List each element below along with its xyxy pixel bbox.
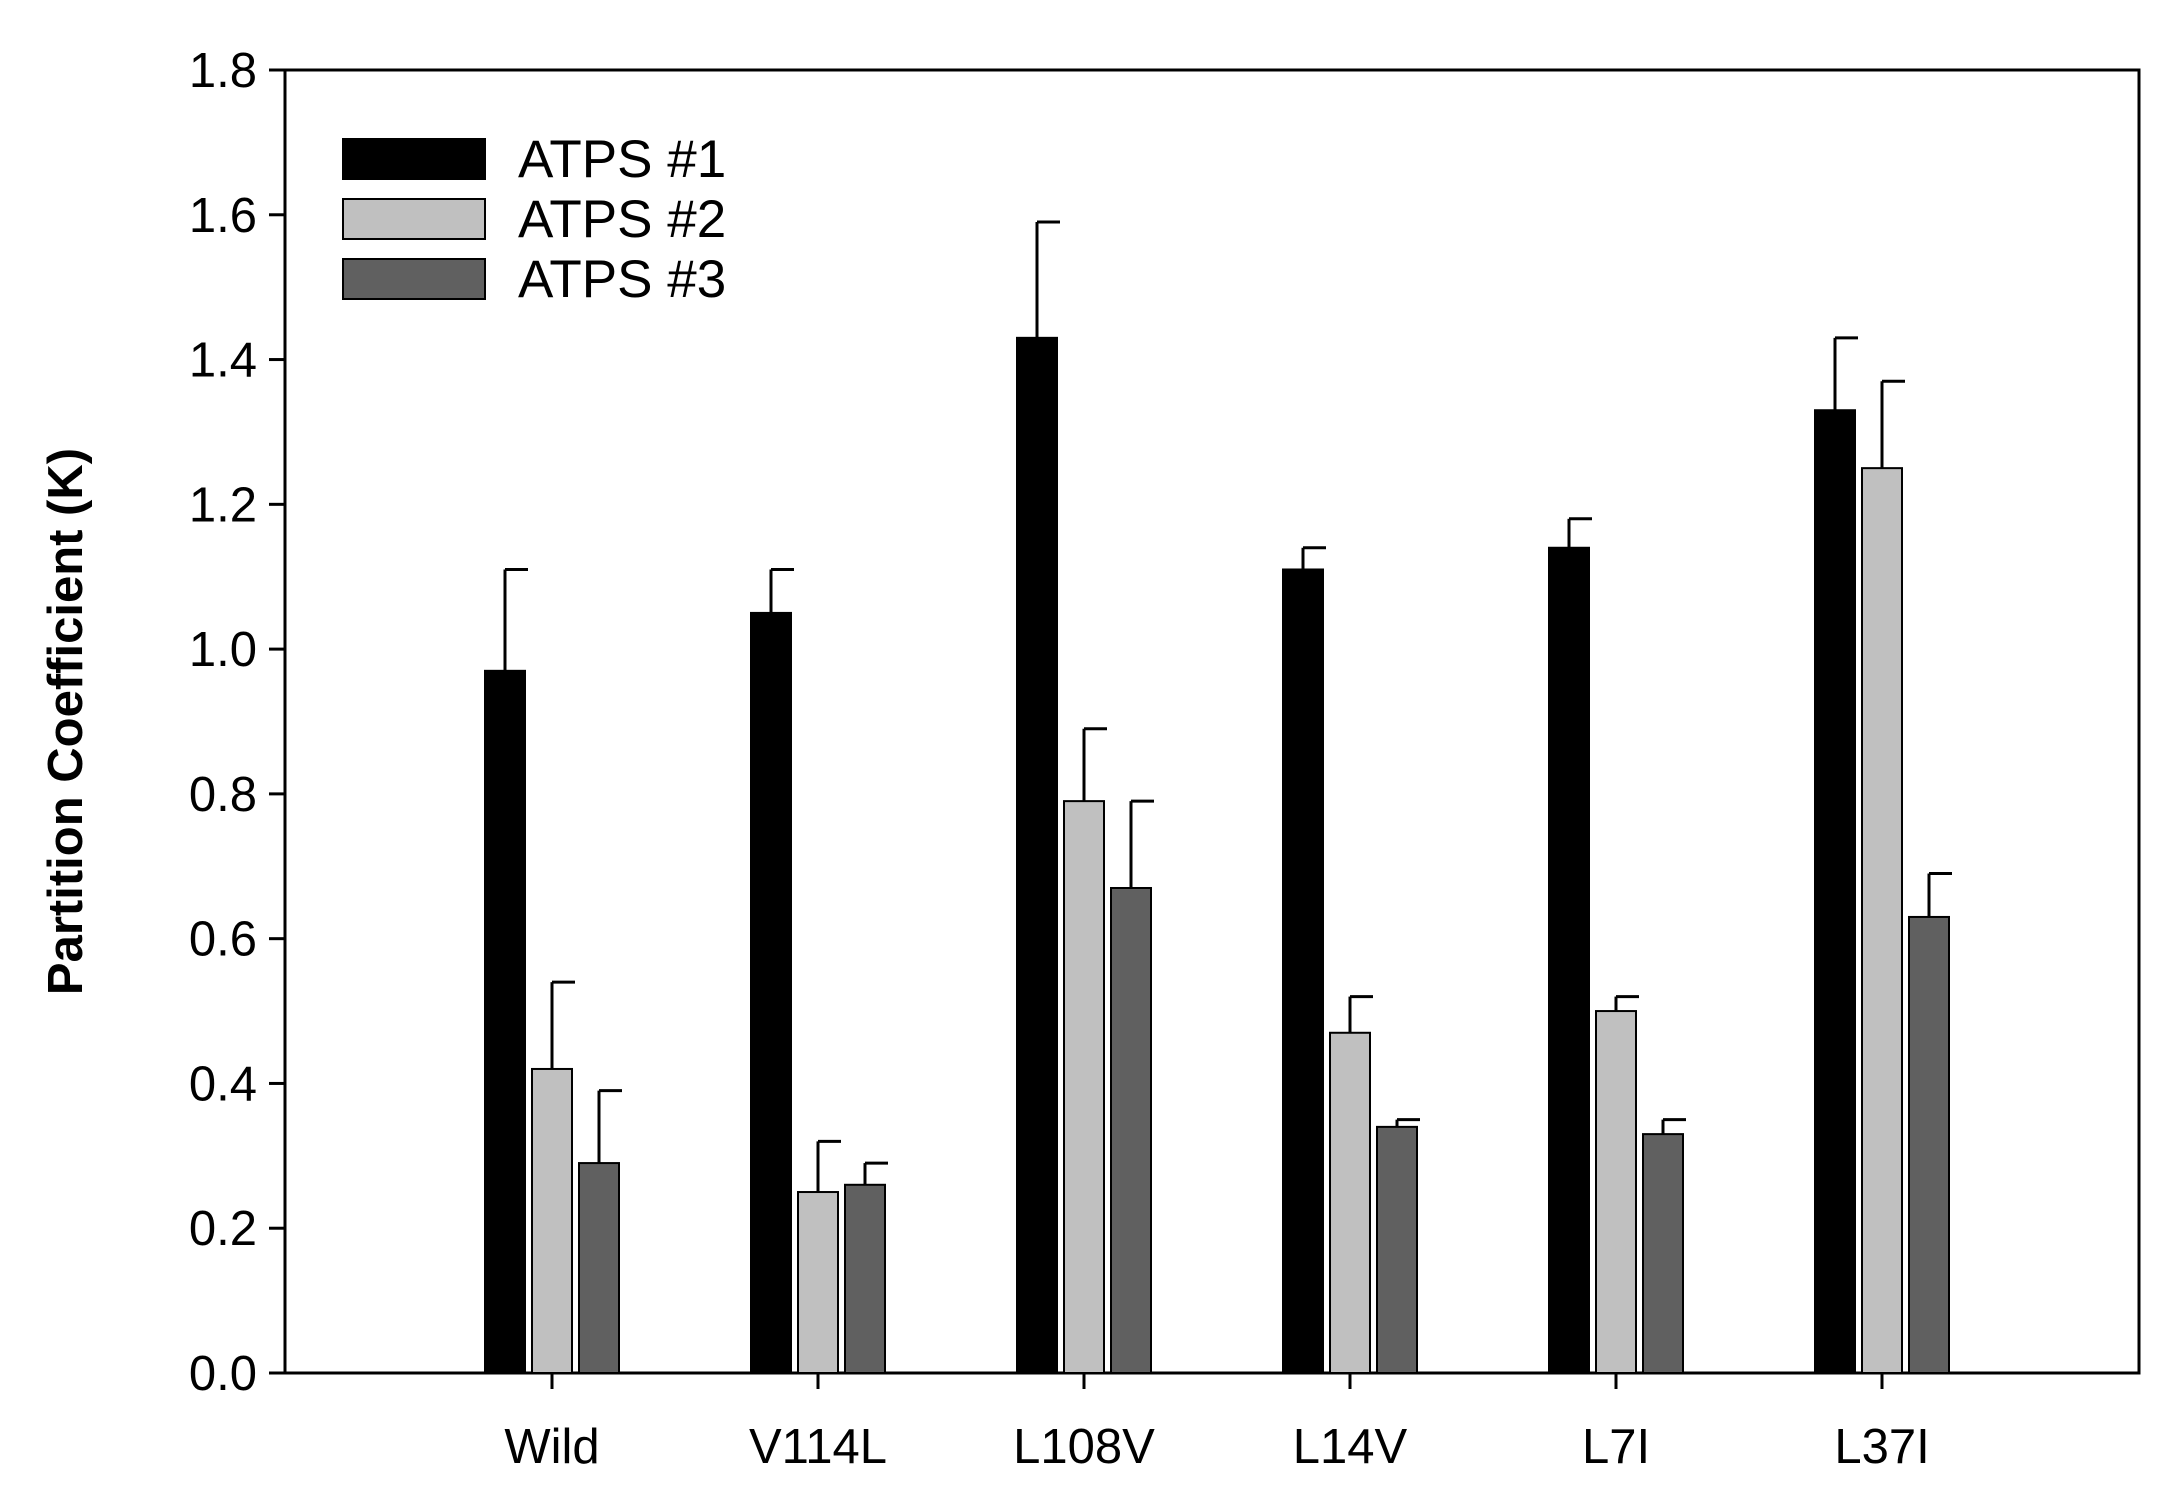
y-tick-label: 1.6 (189, 189, 257, 243)
bar (1548, 546, 1590, 1374)
legend-swatch (342, 198, 486, 240)
bar (1376, 1125, 1418, 1375)
bar (578, 1162, 620, 1375)
y-tick-label: 0.4 (189, 1057, 257, 1111)
bar (750, 611, 792, 1374)
bar (844, 1183, 886, 1375)
bar (1282, 568, 1324, 1374)
x-tick-label: L37I (1834, 1420, 1929, 1474)
bar (531, 1067, 573, 1374)
y-tick-label: 1.8 (189, 44, 257, 98)
y-tick-label: 0.8 (189, 768, 257, 822)
legend-swatch (342, 138, 486, 180)
bar (484, 669, 526, 1374)
plot-frame (283, 68, 2141, 1375)
x-tick-label: V114L (749, 1420, 887, 1474)
legend-swatch (342, 258, 486, 300)
x-tick-label: L14V (1293, 1420, 1408, 1474)
plot-layer: 0.0 0.2 0.4 0.6 0.8 1.0 1.2 1.4 1.6 1.8 Partition … (39, 44, 2141, 1474)
y-tick-label: 1.2 (189, 478, 257, 532)
bar (1861, 467, 1903, 1374)
legend-label: ATPS #3 (518, 250, 726, 309)
x-tick-label: L7I (1582, 1420, 1650, 1474)
bar (1016, 336, 1058, 1375)
bar (1642, 1133, 1684, 1375)
bar (1110, 886, 1152, 1374)
legend-label: ATPS #1 (518, 130, 726, 189)
y-tick-label: 0.0 (189, 1347, 257, 1401)
legend-label: ATPS #2 (518, 190, 726, 249)
y-tick-label: 1.4 (189, 334, 257, 388)
bar (797, 1191, 839, 1375)
y-tick-label: 0.2 (189, 1202, 257, 1256)
bar (1063, 800, 1105, 1374)
bar (1595, 1010, 1637, 1374)
bar (1329, 1031, 1371, 1374)
bar (1908, 915, 1950, 1374)
y-axis-title: Partition Coefficient (K) (39, 448, 93, 995)
x-tick-label: Wild (504, 1420, 599, 1474)
x-tick-label: L108V (1013, 1420, 1155, 1474)
y-tick-label: 1.0 (189, 623, 257, 677)
bar (1814, 409, 1856, 1374)
y-tick-label: 0.6 (189, 913, 257, 967)
